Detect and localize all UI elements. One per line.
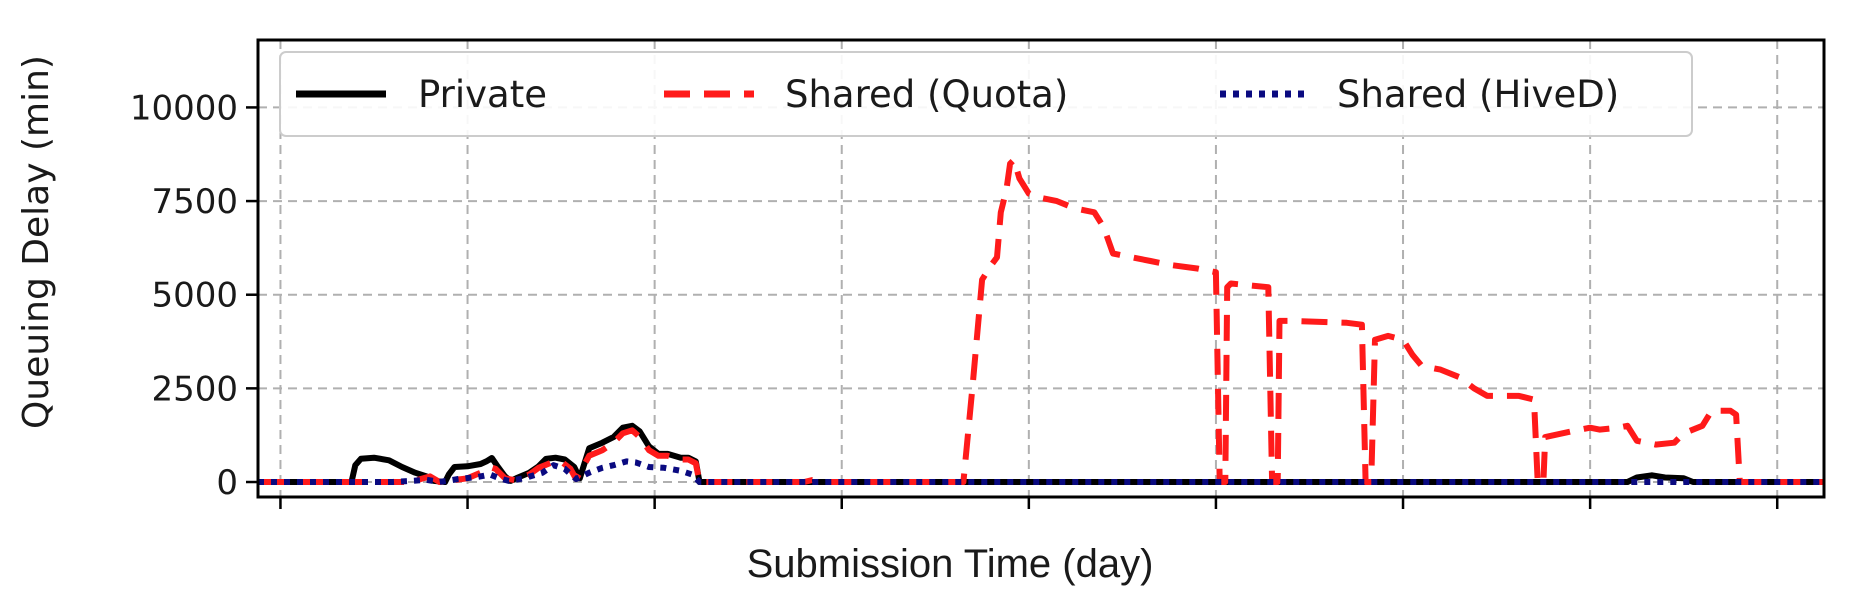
plot-frame xyxy=(256,38,1826,499)
y-tick-label: 10000 xyxy=(130,88,238,128)
y-tick-label: 5000 xyxy=(151,276,238,316)
series-line-shared-hived xyxy=(258,458,1824,485)
x-axis-title: Submission Time (day) xyxy=(747,542,1154,586)
legend: Private Shared (Quota) Shared (HiveD) xyxy=(279,51,1693,137)
legend-label: Private xyxy=(418,73,547,116)
y-tick-label: 7500 xyxy=(151,182,238,222)
legend-box xyxy=(279,51,1693,137)
series-line-shared-quota xyxy=(258,156,1824,485)
axis-ticks: 0 2500 5000 7500 10000 xyxy=(130,88,1779,509)
y-tick-label: 0 xyxy=(216,463,238,503)
y-tick-label: 2500 xyxy=(151,369,238,409)
y-axis-title: Queuing Delay (min) xyxy=(16,55,57,429)
legend-label: Shared (HiveD) xyxy=(1337,73,1619,116)
series-layer xyxy=(258,156,1824,485)
legend-label: Shared (Quota) xyxy=(785,73,1068,116)
